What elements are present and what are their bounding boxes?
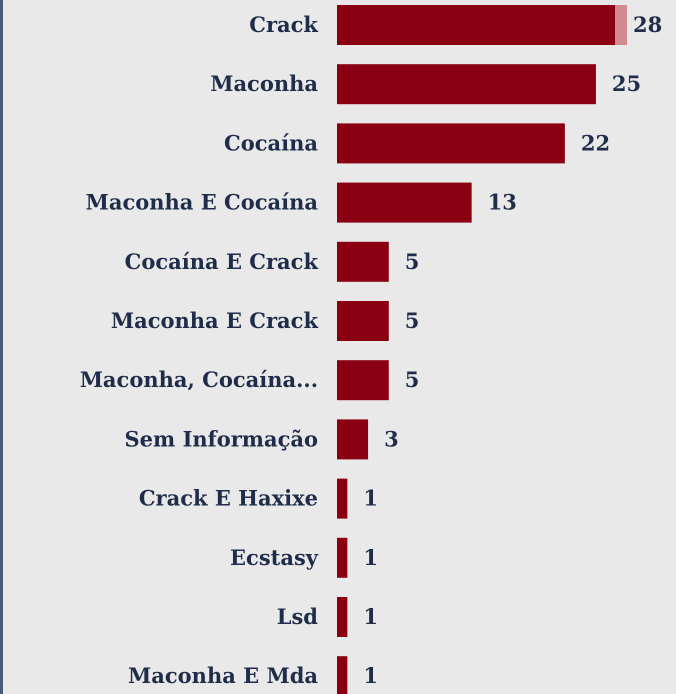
bar[interactable]: [337, 656, 348, 694]
category-label: Maconha: [210, 71, 318, 96]
bar[interactable]: [337, 419, 369, 460]
bar[interactable]: [337, 537, 348, 578]
value-label: 1: [363, 545, 378, 570]
value-label: 5: [405, 249, 420, 274]
category-label: Maconha E Crack: [111, 308, 319, 333]
value-label: 5: [405, 367, 420, 392]
bar[interactable]: [337, 123, 565, 164]
category-label: Maconha, Cocaína...: [80, 367, 318, 392]
value-label: 1: [363, 604, 378, 629]
value-label: 3: [384, 426, 399, 451]
value-label: 28: [633, 12, 662, 37]
bar[interactable]: [337, 241, 389, 282]
value-label: 22: [581, 130, 610, 155]
value-label: 1: [363, 486, 378, 511]
category-label: Maconha E Mda: [128, 663, 318, 688]
value-label: 5: [405, 308, 420, 333]
category-label: Ecstasy: [230, 545, 319, 570]
bar[interactable]: [337, 5, 627, 45]
value-label: 13: [488, 190, 517, 215]
bar[interactable]: [337, 64, 596, 105]
frame-left-border: [0, 0, 3, 694]
category-label: Sem Informação: [125, 426, 318, 451]
category-label: Cocaína: [224, 130, 318, 155]
category-label: Cocaína E Crack: [125, 249, 319, 274]
category-label: Lsd: [277, 604, 319, 629]
bar-highlight-cap: [615, 5, 627, 45]
bar[interactable]: [337, 301, 389, 341]
category-label: Crack: [249, 12, 318, 37]
category-label: Maconha E Cocaína: [86, 190, 319, 215]
value-label: 1: [363, 663, 378, 688]
bar[interactable]: [337, 182, 472, 223]
value-label: 25: [612, 71, 641, 96]
bar[interactable]: [337, 597, 348, 637]
bar[interactable]: [337, 478, 348, 519]
bar[interactable]: [337, 360, 389, 401]
category-label: Crack E Haxixe: [139, 486, 318, 511]
